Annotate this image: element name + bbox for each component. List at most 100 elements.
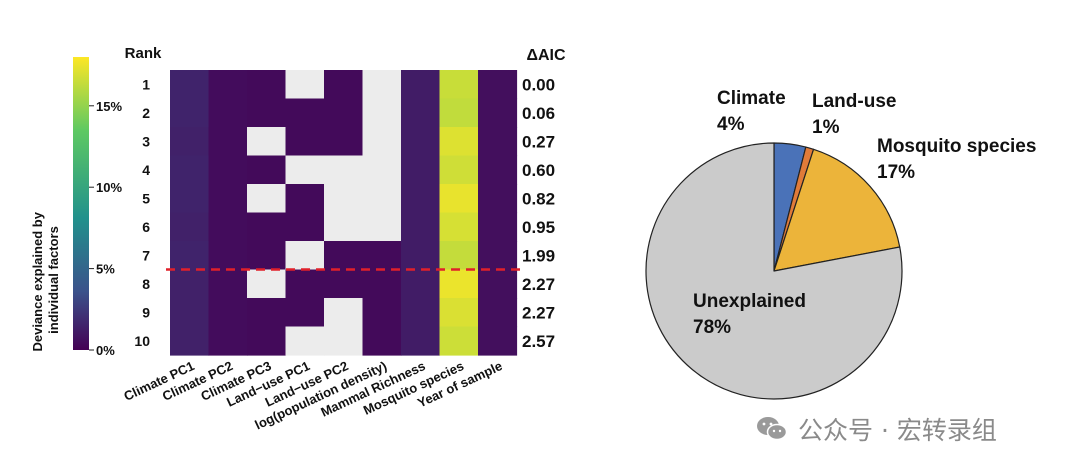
rank-label: 1 [142, 76, 150, 92]
heatmap-cell [478, 326, 518, 356]
heatmap-cell [247, 298, 287, 328]
heatmap-cell [285, 98, 325, 128]
heatmap-cell [285, 269, 325, 299]
heatmap-cell [439, 155, 479, 185]
colorbar-tick-label: 0% [96, 343, 115, 358]
pie-label-name: Unexplained [693, 291, 806, 312]
heatmap-cell [170, 269, 210, 299]
delta-aic-label: 0.06 [522, 104, 555, 123]
pie-label-name: Mosquito species [877, 136, 1036, 157]
heatmap-cell [285, 241, 325, 271]
heatmap-cell [170, 70, 210, 100]
pie-label-value: 78% [693, 317, 731, 338]
heatmap-cell [478, 269, 518, 299]
heatmap-cell [208, 98, 248, 128]
heatmap-cell [170, 298, 210, 328]
heatmap-cell [478, 241, 518, 271]
heatmap-cell [285, 298, 325, 328]
heatmap-cell [324, 155, 364, 185]
heatmap-cell [208, 269, 248, 299]
heatmap-cell [247, 212, 287, 242]
heatmap-cell [401, 326, 441, 356]
rank-label: 10 [134, 333, 150, 349]
heatmap-cell [324, 269, 364, 299]
heatmap-cell [362, 298, 402, 328]
heatmap-cell [170, 212, 210, 242]
pie-slice [645, 142, 903, 400]
heatmap-cell [439, 127, 479, 157]
heatmap-cell [324, 298, 364, 328]
heatmap-cell [401, 298, 441, 328]
delta-aic-label: 2.27 [522, 303, 555, 322]
rank-label: 9 [142, 304, 150, 320]
colorbar-tick-label: 5% [96, 262, 115, 277]
heatmap-cell [247, 98, 287, 128]
rank-header: Rank [125, 45, 162, 62]
heatmap-cell [247, 155, 287, 185]
heatmap-cell [439, 269, 479, 299]
heatmap-cell [439, 184, 479, 214]
heatmap-cell [208, 326, 248, 356]
pie-label-value: 1% [812, 117, 840, 138]
rank-label: 5 [142, 190, 150, 206]
rank-label: 2 [142, 105, 150, 121]
heatmap-cell [285, 155, 325, 185]
heatmap-cell [170, 326, 210, 356]
wechat-icon [757, 417, 788, 441]
heatmap-cell [478, 184, 518, 214]
heatmap-cell [208, 127, 248, 157]
heatmap-cell [324, 127, 364, 157]
delta-aic-label: 0.82 [522, 189, 555, 208]
heatmap-cell [478, 155, 518, 185]
heatmap-cell [247, 70, 287, 100]
rank-label: 3 [142, 133, 150, 149]
heatmap-cell [324, 98, 364, 128]
delta-aic-label: 0.60 [522, 161, 555, 180]
delta-aic-label: 0.00 [522, 75, 555, 94]
heatmap-cell [439, 298, 479, 328]
delta-aic-header: ΔAIC [526, 47, 566, 64]
pie-label-name: Climate [717, 88, 786, 109]
delta-aic-label: 2.27 [522, 275, 555, 294]
pie-label: Land-use 1% [812, 91, 896, 138]
heatmap-cell [362, 127, 402, 157]
colorbar-tick-label: 15% [96, 99, 122, 114]
heatmap-cell [401, 212, 441, 242]
colorbar-tick-label: 10% [96, 180, 122, 195]
heatmap-cell [208, 212, 248, 242]
heatmap-cell [362, 241, 402, 271]
pie-label: Unexplained 78% [693, 291, 806, 338]
heatmap-cell [170, 155, 210, 185]
rank-label: 7 [142, 247, 150, 263]
heatmap-cell [362, 184, 402, 214]
heatmap-cell [247, 127, 287, 157]
watermark-text: 公众号 · 宏转录组 [798, 416, 997, 445]
heatmap-cell [401, 241, 441, 271]
heatmap-cell [324, 326, 364, 356]
heatmap-cell [439, 98, 479, 128]
heatmap-cell [324, 212, 364, 242]
heatmap-cell [362, 70, 402, 100]
delta-aic-label: 1.99 [522, 246, 555, 265]
heatmap-chart: Rank ΔAIC 1 2 3 4 5 6 7 8 9 10 0.00 0.06 0.27 0.60 0.… [121, 45, 566, 432]
colorbar-label: Deviance explained by individual factors [30, 208, 61, 351]
heatmap-cell [478, 98, 518, 128]
heatmap-cell [208, 298, 248, 328]
pie-chart: Climate 4% Land-use 1% Mosquito species 17% Un… [645, 88, 1036, 400]
colorbar-gradient [73, 57, 89, 350]
heatmap-cell [478, 70, 518, 100]
heatmap-cell [324, 70, 364, 100]
heatmap-cell [247, 241, 287, 271]
pie-slice [773, 148, 901, 272]
heatmap-cell [208, 241, 248, 271]
heatmap-cell [439, 326, 479, 356]
heatmap-cell [401, 98, 441, 128]
heatmap-cell [208, 155, 248, 185]
heatmap-cell [478, 298, 518, 328]
heatmap-cell [401, 127, 441, 157]
heatmap-cell [247, 184, 287, 214]
delta-aic-label: 0.95 [522, 218, 555, 237]
heatmap-cell [362, 155, 402, 185]
heatmap-cell [208, 70, 248, 100]
